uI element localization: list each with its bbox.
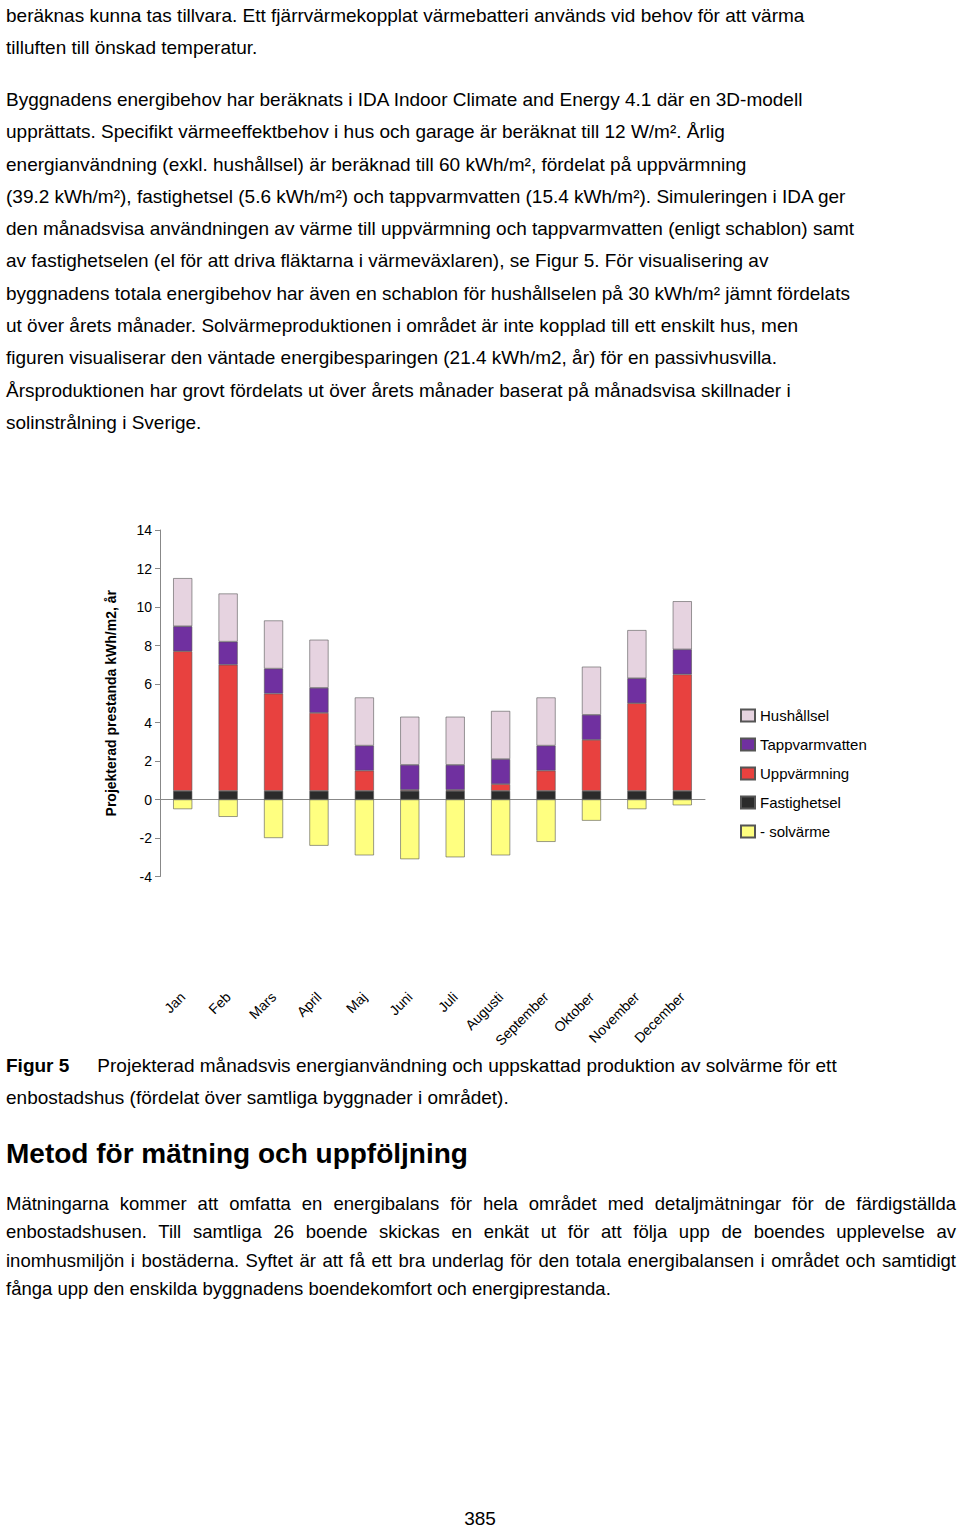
svg-text:10: 10	[136, 599, 152, 615]
svg-text:September: September	[492, 989, 552, 1049]
svg-text:Hushållsel: Hushållsel	[760, 707, 829, 724]
html-text:tilluften till önskad temperat: tilluften till önskad temperatur.	[6, 37, 258, 59]
svg-text:Augusti: Augusti	[462, 989, 506, 1033]
html-text:(39.2 kWh/m²), fastighetsel (5: (39.2 kWh/m²), fastighetsel (5.6 kWh/m²)…	[6, 185, 846, 207]
svg-text:4: 4	[144, 715, 152, 731]
svg-text:Maj: Maj	[343, 989, 370, 1016]
svg-text:November: November	[585, 988, 643, 1046]
svg-text:Oktober: Oktober	[550, 988, 598, 1036]
svg-text:-4: -4	[140, 869, 153, 885]
html-text:byggnadens totala energibehov: byggnadens totala energibehov har även e…	[6, 282, 850, 304]
svg-text:Juli: Juli	[435, 989, 461, 1015]
html-text:Mätningarna kommer att omfatta: Mätningarna kommer att omfatta en energi…	[6, 1193, 956, 1299]
svg-text:Uppvärmning: Uppvärmning	[760, 765, 849, 782]
svg-text:Tappvarmvatten: Tappvarmvatten	[760, 736, 867, 753]
html-text:beräknas kunna tas tillvara. E: beräknas kunna tas tillvara. Ett fjärrvä…	[6, 5, 805, 26]
html-text:Byggnadens energibehov har ber: Byggnadens energibehov har beräknats i I…	[6, 89, 803, 110]
html-text:den månadsvisa användningen av: den månadsvisa användningen av värme til…	[6, 218, 855, 240]
html-text:upprättats. Specifikt värmeeff: upprättats. Specifikt värmeeffektbehov i…	[6, 121, 725, 143]
svg-text:Feb: Feb	[205, 989, 234, 1018]
svg-text:2: 2	[144, 753, 152, 769]
svg-text:- solvärme: - solvärme	[760, 823, 830, 840]
html-text:figuren visualiserar den vänta: figuren visualiserar den väntade energib…	[6, 347, 777, 369]
html-text:385: 385	[464, 1508, 496, 1529]
html-text:Figur 5: Figur 5	[6, 1055, 70, 1076]
svg-text:Mars: Mars	[246, 989, 279, 1022]
html-text:energianvändning (exkl. hushål: energianvändning (exkl. hushållsel) är b…	[6, 153, 747, 175]
svg-text:6: 6	[144, 676, 152, 692]
html-text:solinstrålning i Sverige.: solinstrålning i Sverige.	[6, 412, 202, 433]
svg-text:April: April	[294, 989, 325, 1020]
svg-text:8: 8	[144, 638, 152, 654]
svg-text:-2: -2	[140, 830, 153, 846]
svg-text:14: 14	[136, 522, 152, 538]
svg-text:12: 12	[136, 561, 152, 577]
html-text:Metod för mätning och uppföljn: Metod för mätning och uppföljning	[6, 1138, 468, 1169]
svg-text:0: 0	[144, 792, 152, 808]
html-text:Årsproduktionen har grovt förd: Årsproduktionen har grovt fördelats ut ö…	[6, 379, 791, 401]
html-text:Projekterad månadsvis energian: Projekterad månadsvis energianvändning o…	[6, 1055, 837, 1108]
svg-text:Projekterad prestanda kWh/m2,: Projekterad prestanda kWh/m2, år	[103, 589, 119, 816]
html-text:ut över årets månader. Solvärm: ut över årets månader. Solvärmeproduktio…	[6, 315, 799, 337]
svg-text:Jan: Jan	[161, 989, 188, 1016]
svg-text:December: December	[631, 989, 688, 1046]
svg-text:Fastighetsel: Fastighetsel	[760, 794, 841, 811]
html-text:av fastighetselen (el för att: av fastighetselen (el för att driva fläk…	[6, 250, 769, 272]
svg-text:Juni: Juni	[386, 989, 415, 1018]
